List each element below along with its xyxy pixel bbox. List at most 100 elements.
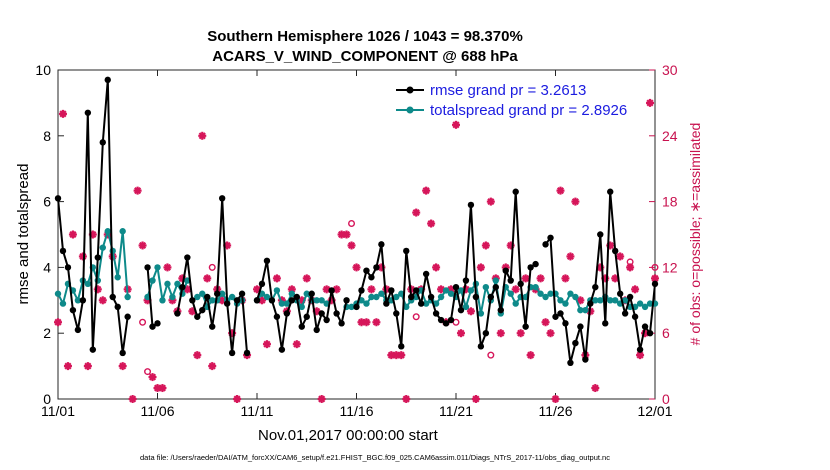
totalspread-point (547, 290, 554, 297)
rmse-point (582, 356, 589, 363)
y-right-tick-label: 18 (662, 194, 678, 210)
x-tick-label: 11/16 (340, 403, 374, 419)
obs-assimilated-stroke (54, 318, 62, 326)
rmse-point (626, 293, 634, 301)
obs-assimilated-stroke (372, 318, 380, 326)
totalspread-point (373, 293, 380, 301)
obs-assimilated-stroke (427, 219, 435, 228)
obs-assimilated-stroke (551, 395, 560, 403)
rmse-point (522, 323, 529, 330)
rmse-point (74, 326, 82, 334)
obs-assimilated-stroke (69, 230, 77, 239)
rmse-point (607, 188, 614, 195)
totalspread-point (403, 303, 410, 311)
obs-assimilated-stroke (298, 296, 306, 304)
rmse-point (99, 139, 106, 146)
rmse-point (69, 306, 77, 314)
totalspread-point (567, 290, 574, 297)
obs-assimilated-stroke (163, 263, 172, 271)
obs-assimilated-marker (516, 329, 525, 338)
obs-assimilated-marker (58, 109, 67, 118)
obs-assimilated-marker (372, 318, 381, 327)
rmse-point (243, 349, 251, 357)
rmse-point (552, 313, 559, 320)
obs-assimilated-stroke (472, 395, 480, 403)
obs-possible-marker (651, 263, 659, 271)
totalspread-point (378, 290, 385, 297)
rmse-point (94, 254, 102, 261)
obs-assimilated-marker (591, 384, 600, 393)
x-tick-label: 11/06 (141, 403, 175, 419)
rmse-point (253, 297, 261, 304)
totalspread-point (636, 300, 644, 307)
rmse-point (84, 109, 92, 116)
y-left-tick-label: 6 (43, 194, 51, 210)
obs-assimilated-stroke (253, 285, 261, 293)
rmse-point (612, 247, 619, 255)
obs-assimilated-stroke (631, 285, 639, 293)
obs-assimilated-marker (342, 230, 351, 239)
rmse-point (442, 320, 450, 327)
x-axis-label: Nov.01,2017 00:00:00 start (258, 427, 439, 444)
obs-assimilated-stroke (333, 285, 341, 293)
obs-assimilated-marker (611, 274, 620, 283)
rmse-point (263, 257, 271, 265)
obs-assimilated-marker (536, 274, 545, 283)
rmse-line (57, 78, 129, 354)
totalspread-point (84, 280, 92, 288)
totalspread-point (74, 297, 82, 304)
obs-assimilated-stroke (527, 351, 535, 359)
totalspread-point (104, 228, 111, 235)
rmse-point (427, 293, 435, 301)
totalspread-point (109, 247, 116, 255)
rmse-point (258, 280, 266, 288)
rmse-point (393, 310, 400, 317)
rmse-point (338, 320, 345, 327)
totalspread-point (348, 303, 355, 311)
obs-assimilated-marker (83, 362, 92, 371)
rmse-point (54, 195, 62, 202)
totalspread-point (218, 290, 226, 297)
totalspread-point (194, 293, 201, 301)
totalspread-point (557, 297, 564, 304)
y-right-tick-label: 24 (662, 128, 678, 144)
y-left-tick-label: 8 (43, 128, 51, 144)
totalspread-point (646, 300, 654, 307)
rmse-line (544, 190, 656, 364)
rmse-point (447, 316, 455, 324)
y-right-tick-label: 0 (662, 391, 670, 407)
obs-assimilated-stroke (556, 187, 565, 195)
x-tick-label: 11/11 (241, 403, 274, 419)
totalspread-point (442, 287, 450, 294)
obs-assimilated-stroke (148, 373, 157, 381)
obs-assimilated-stroke (342, 230, 351, 239)
rmse-point (233, 297, 241, 304)
obs-assimilated-stroke (258, 296, 266, 304)
obs-assimilated-marker (412, 208, 421, 217)
obs-assimilated-marker (322, 285, 331, 294)
rmse-point (59, 247, 67, 255)
obs-assimilated-stroke (198, 132, 206, 140)
rmse-point (497, 306, 504, 314)
obs-assimilated-stroke (99, 296, 107, 304)
obs-assimilated-stroke (59, 110, 67, 118)
obs-assimilated-marker (571, 197, 580, 206)
obs-assimilated-marker (292, 340, 301, 349)
rmse-point (119, 349, 126, 357)
totalspread-point (149, 277, 156, 284)
rmse-point (587, 300, 594, 307)
totalspread-point (313, 297, 320, 304)
rmse-point (109, 293, 116, 301)
rmse-point (462, 277, 470, 284)
rmse-point (313, 326, 320, 334)
obs-assimilated-stroke (263, 340, 271, 348)
obs-assimilated-stroke (318, 395, 326, 403)
totalspread-point (209, 297, 216, 304)
obs-assimilated-marker (233, 395, 242, 403)
obs-assimilated-stroke (546, 329, 555, 337)
legend-rmse-label: rmse grand pr = 3.2613 (430, 82, 586, 99)
x-axis: 11/01 11/06 11/11 11/16 11/21 11/26 12/01 (41, 70, 673, 419)
rmse-point (199, 306, 206, 314)
rmse-point (318, 310, 325, 317)
obs-assimilated-stroke (467, 307, 475, 315)
